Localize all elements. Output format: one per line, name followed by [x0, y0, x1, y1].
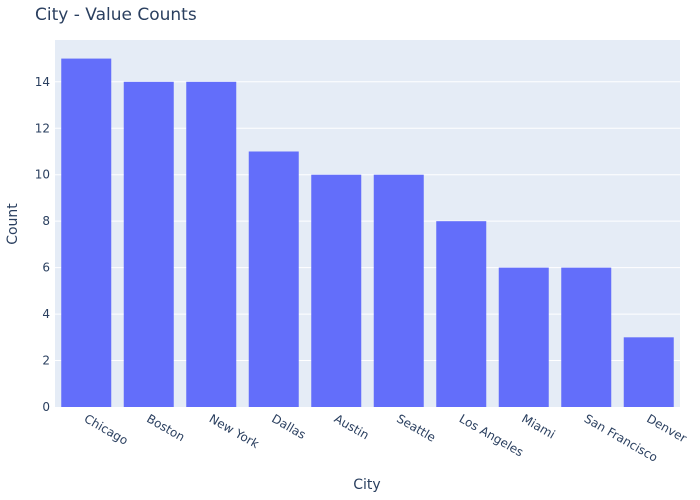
y-tick-label: 2	[42, 354, 50, 368]
bars	[61, 58, 674, 408]
bar-boston[interactable]	[123, 81, 174, 408]
x-tick-label: Los Angeles	[457, 411, 526, 459]
y-tick-label: 10	[35, 168, 50, 182]
x-tick-label: Denver	[644, 411, 689, 445]
x-tick-label: Seattle	[394, 411, 438, 444]
y-tick-label: 14	[35, 75, 50, 89]
x-axis-title: City	[353, 477, 380, 493]
x-tick-label: Dallas	[269, 411, 308, 442]
bar-san-francisco[interactable]	[561, 267, 612, 407]
bar-los-angeles[interactable]	[436, 221, 487, 407]
y-tick-label: 4	[42, 307, 50, 321]
x-tick-label: Chicago	[82, 411, 131, 447]
y-tick-label: 8	[42, 214, 50, 228]
bar-chicago[interactable]	[61, 58, 112, 408]
y-tick-label: 6	[42, 261, 50, 275]
y-axis-ticks: 0 2 4 6 8 10 12 14	[35, 75, 50, 414]
bar-new-york[interactable]	[186, 81, 237, 408]
x-tick-label: Miami	[519, 411, 557, 441]
x-tick-label: Austin	[332, 411, 372, 442]
chart-title: City - Value Counts	[35, 5, 197, 25]
bar-seattle[interactable]	[373, 174, 424, 407]
y-tick-label: 12	[35, 121, 50, 135]
y-tick-label: 0	[42, 400, 50, 414]
x-tick-label: New York	[207, 411, 262, 451]
x-axis-ticks: Chicago Boston New York Dallas Austin Seattle…	[82, 411, 689, 464]
y-axis-title: Count	[5, 203, 21, 245]
bar-denver[interactable]	[623, 337, 674, 407]
x-tick-label: Boston	[144, 411, 187, 444]
bar-dallas[interactable]	[248, 151, 299, 407]
bar-austin[interactable]	[311, 174, 362, 407]
bar-miami[interactable]	[498, 267, 549, 407]
